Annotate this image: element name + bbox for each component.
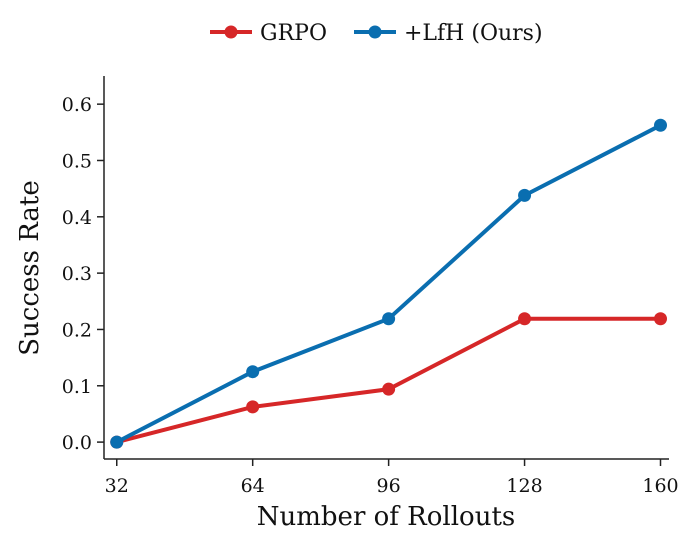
y-tick-label: 0.1 <box>62 376 92 398</box>
x-ticks: 32 64 96 128 160 <box>105 459 679 497</box>
x-tick-label: 32 <box>105 475 129 497</box>
data-point-grpo <box>246 400 260 414</box>
data-point-grpo <box>382 382 396 396</box>
data-point-lfh <box>110 435 124 449</box>
y-tick-label: 0.0 <box>62 432 92 454</box>
y-tick-label: 0.6 <box>62 94 92 116</box>
x-axis-title: Number of Rollouts <box>257 502 515 532</box>
data-point-lfh <box>382 312 396 326</box>
y-tick-label: 0.4 <box>62 207 92 229</box>
x-tick-label: 96 <box>377 475 401 497</box>
legend-label-grpo: GRPO <box>260 21 327 46</box>
y-tick-label: 0.2 <box>62 319 92 341</box>
legend-item-grpo: GRPO <box>210 21 327 46</box>
y-tick-label: 0.5 <box>62 150 92 172</box>
data-point-lfh <box>654 118 668 132</box>
x-tick-label: 160 <box>642 475 678 497</box>
series-layer <box>110 118 668 449</box>
y-axis-title: Success Rate <box>15 180 45 356</box>
legend-item-lfh: +LfH (Ours) <box>354 21 543 46</box>
x-tick-label: 128 <box>506 475 542 497</box>
x-tick-label: 64 <box>241 475 265 497</box>
data-point-grpo <box>518 312 532 326</box>
y-tick-label: 0.3 <box>62 263 92 285</box>
data-point-grpo <box>654 312 668 326</box>
legend-marker-grpo <box>224 25 238 39</box>
legend-label-lfh: +LfH (Ours) <box>404 21 543 46</box>
data-point-lfh <box>518 188 532 202</box>
legend: GRPO +LfH (Ours) <box>210 21 543 46</box>
series-line-grpo <box>114 316 663 445</box>
data-point-lfh <box>246 365 260 379</box>
y-ticks: 0.0 0.1 0.2 0.3 0.4 0.5 0.6 <box>62 94 104 454</box>
legend-marker-lfh <box>368 25 382 39</box>
